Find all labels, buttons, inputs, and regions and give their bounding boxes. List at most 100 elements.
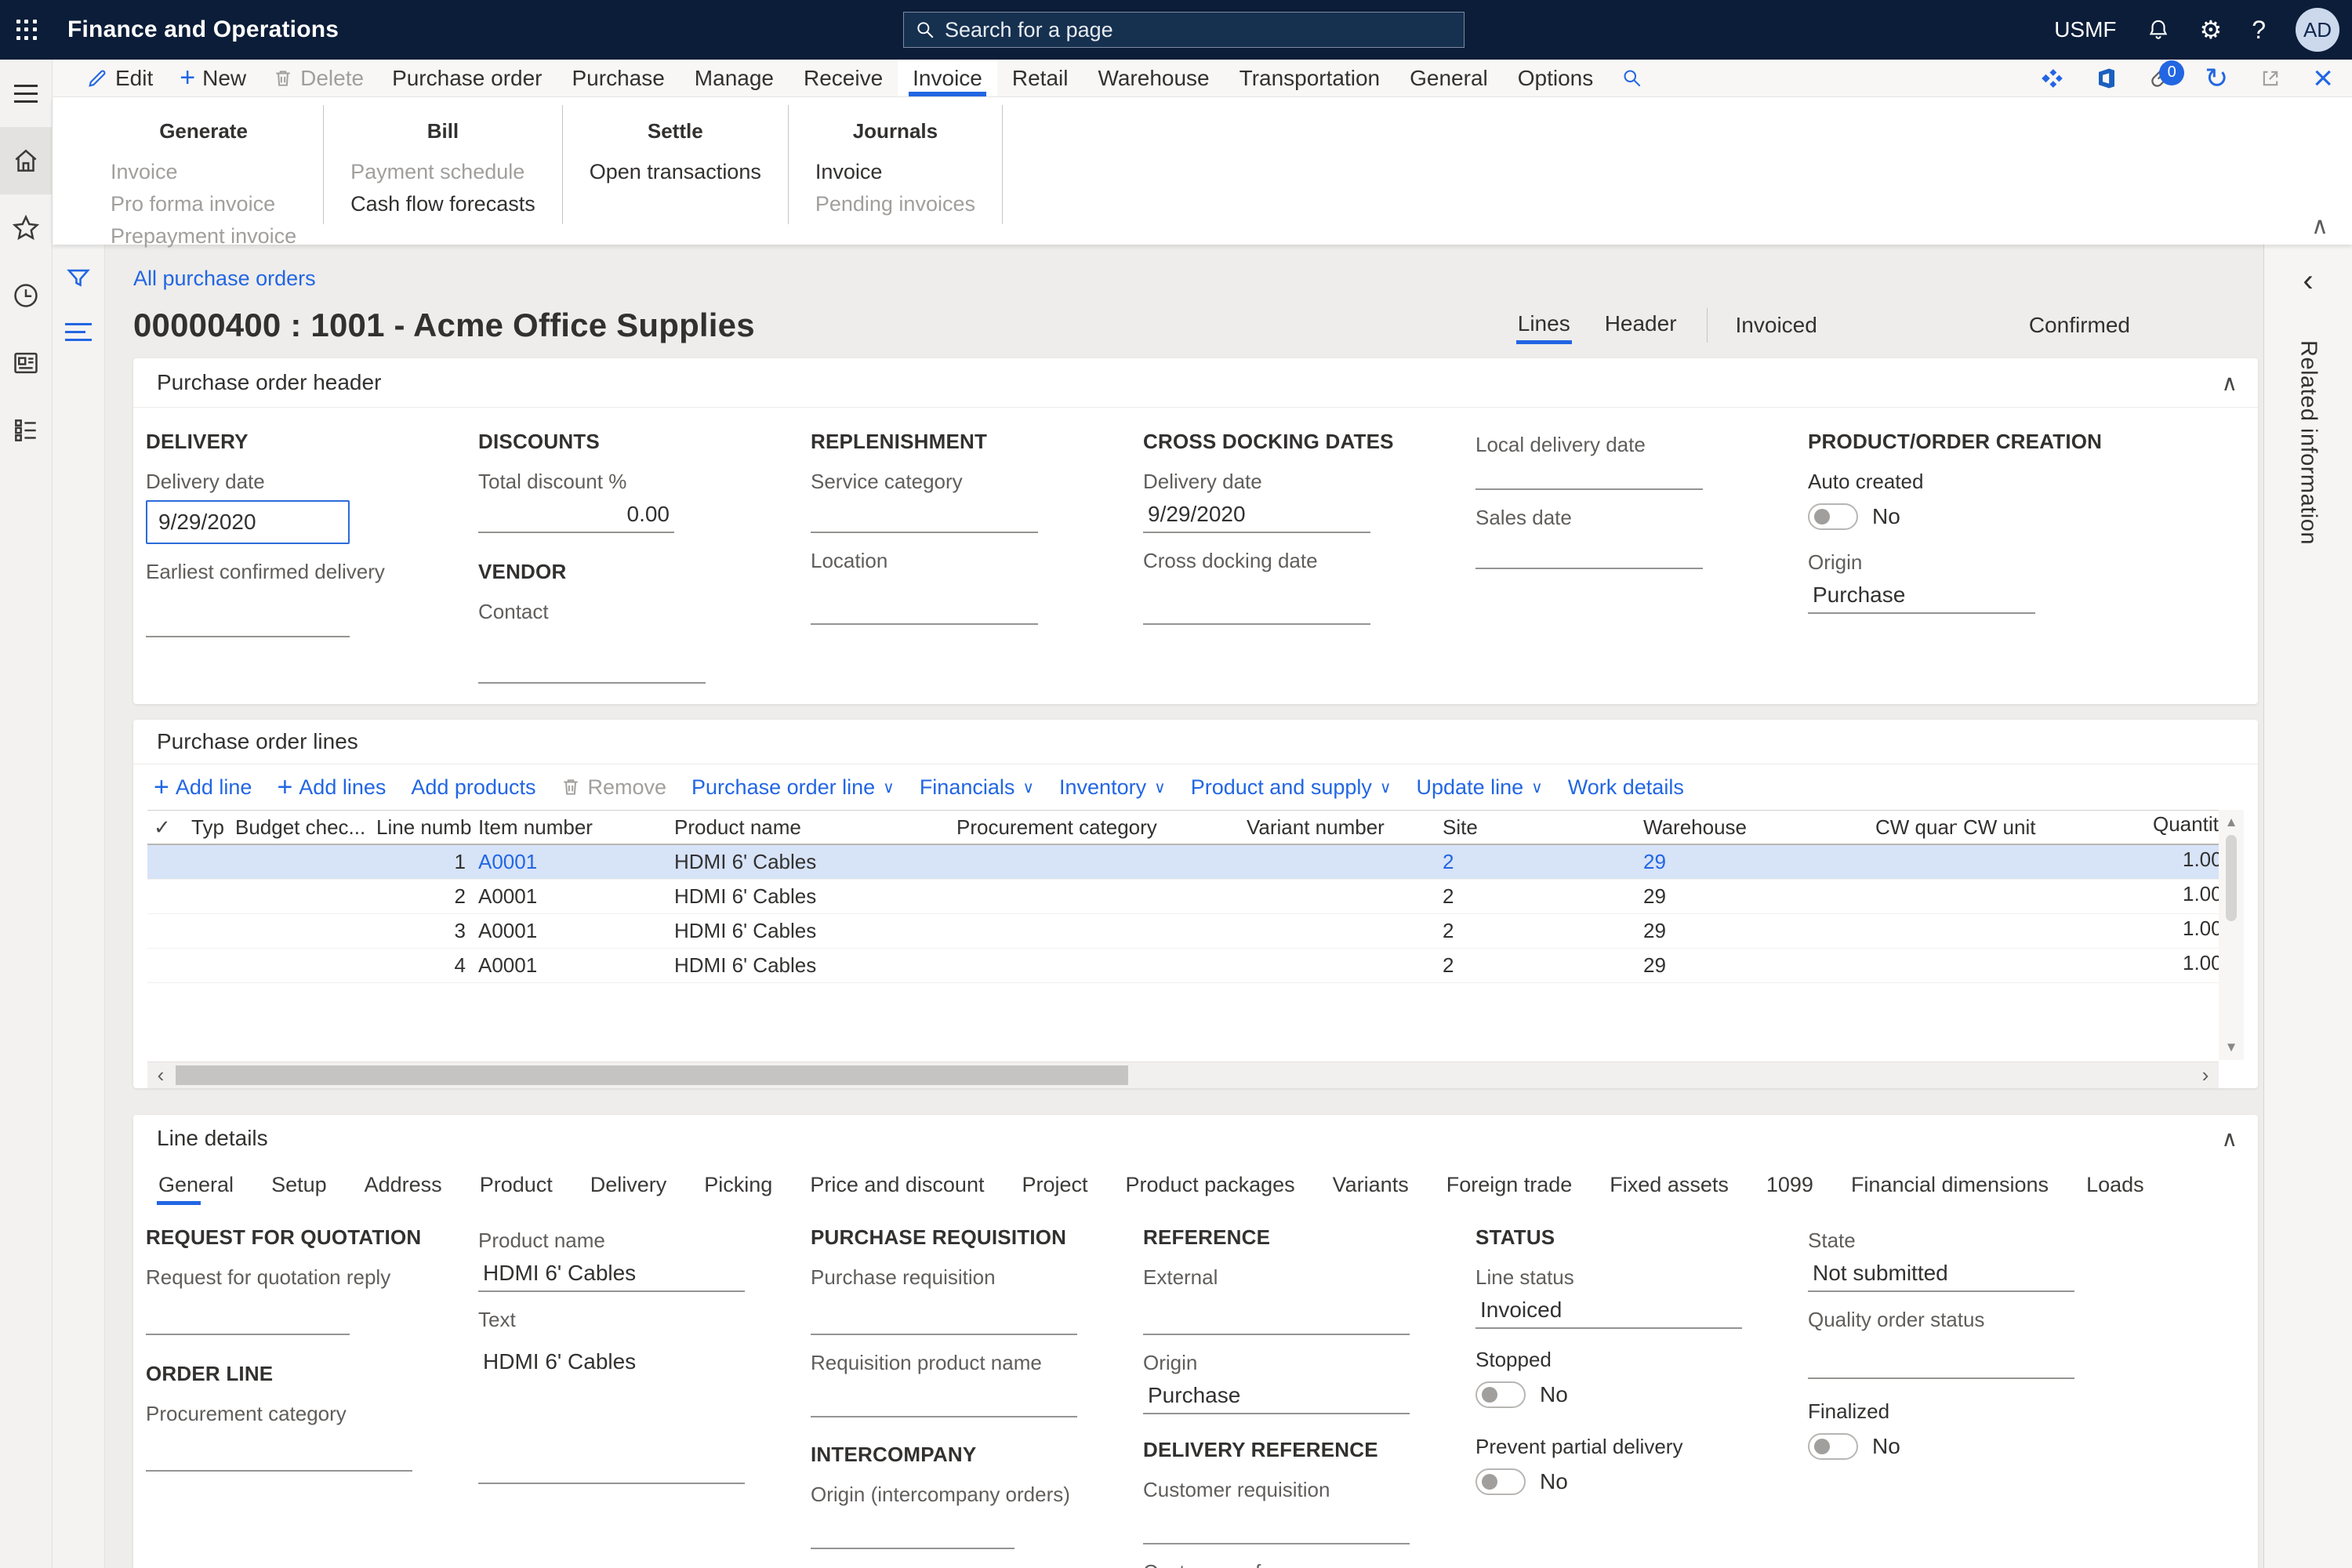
tab-variants[interactable]: Variants — [1332, 1173, 1409, 1196]
open-in-new-window-icon[interactable] — [2259, 67, 2281, 89]
procurement-category-field[interactable] — [146, 1439, 412, 1472]
grid-row-selected[interactable]: 1 A0001 HDMI 6' Cables 2 29 1.00 — [147, 845, 2219, 880]
nav-favorites-button[interactable] — [0, 194, 53, 262]
tab-loads[interactable]: Loads — [2086, 1173, 2144, 1196]
local-delivery-date-field[interactable] — [1475, 457, 1703, 490]
tab-address[interactable]: Address — [364, 1173, 442, 1196]
external-field[interactable] — [1143, 1302, 1410, 1335]
origin-field[interactable]: Purchase — [1808, 575, 2035, 614]
add-products-button[interactable]: Add products — [411, 775, 536, 799]
prepayment-invoice-button[interactable]: Prepayment invoice — [111, 224, 297, 248]
tab-financial-dimensions[interactable]: Financial dimensions — [1850, 1173, 2049, 1196]
nav-modules-button[interactable] — [0, 397, 53, 464]
column-header[interactable]: Site — [1443, 815, 1478, 839]
tab-1099[interactable]: 1099 — [1766, 1173, 1813, 1196]
page-search-input[interactable] — [945, 17, 1453, 42]
filter-pane-button[interactable] — [65, 265, 92, 292]
purchase-requisition-field[interactable] — [811, 1302, 1077, 1335]
expand-related-panel-chevron[interactable]: ‹ — [2303, 263, 2314, 298]
new-button[interactable]: + New — [180, 63, 247, 93]
pro-forma-invoice-button[interactable]: Pro forma invoice — [111, 192, 276, 216]
tab-project[interactable]: Project — [1022, 1173, 1088, 1196]
customer-requisition-field[interactable] — [1143, 1513, 1410, 1544]
tab-product-packages[interactable]: Product packages — [1125, 1173, 1295, 1196]
journal-invoice-button[interactable]: Invoice — [815, 160, 883, 183]
pending-invoices-button[interactable]: Pending invoices — [815, 192, 975, 216]
product-and-supply-menu[interactable]: Product and supply ∨ — [1190, 775, 1392, 799]
view-options-icon[interactable] — [2040, 67, 2063, 90]
tab-product[interactable]: Product — [479, 1173, 553, 1196]
grid-row[interactable]: 4 A0001 HDMI 6' Cables 2 29 1.00 — [147, 949, 2219, 983]
tab-general[interactable]: General — [157, 1167, 235, 1208]
column-header[interactable]: CW unit — [1963, 815, 2036, 839]
delivery-date-input[interactable]: 9/29/2020 — [146, 500, 350, 544]
delete-button[interactable]: Delete — [260, 60, 377, 96]
refresh-icon[interactable]: ↻ — [2205, 61, 2229, 94]
tab-manage[interactable]: Manage — [694, 65, 774, 90]
settings-gear-icon[interactable]: ⚙ — [2199, 16, 2223, 44]
column-header[interactable]: Product name — [674, 815, 801, 839]
tab-purchase-order[interactable]: Purchase order — [392, 65, 543, 90]
generate-invoice-button[interactable]: Invoice — [111, 160, 178, 183]
requisition-product-name-field[interactable] — [811, 1386, 1077, 1417]
rfq-reply-field[interactable] — [146, 1302, 350, 1335]
action-search-button[interactable] — [1608, 60, 1656, 96]
select-all-checkmark-icon[interactable]: ✓ — [154, 815, 171, 839]
earliest-confirmed-delivery-field[interactable] — [146, 598, 350, 637]
user-avatar[interactable]: AD — [2296, 8, 2339, 52]
cross-docking-date-field[interactable] — [1143, 586, 1370, 625]
page-search-box[interactable] — [903, 12, 1465, 48]
cash-flow-forecasts-button[interactable]: Cash flow forecasts — [350, 192, 535, 216]
scroll-right-icon[interactable]: › — [2201, 1063, 2209, 1087]
column-header[interactable]: Budget chec... — [235, 815, 366, 839]
product-name-field[interactable]: HDMI 6' Cables — [478, 1253, 745, 1292]
site-link[interactable]: 2 — [1443, 850, 1454, 873]
notifications-bell-icon[interactable] — [2147, 18, 2170, 42]
nav-home-button[interactable] — [0, 127, 53, 194]
collapse-section-chevron[interactable]: ∧ — [2221, 1126, 2238, 1151]
auto-created-toggle[interactable] — [1808, 503, 1858, 530]
company-picker[interactable]: USMF — [2054, 17, 2117, 42]
total-discount-field[interactable]: 0.00 — [478, 494, 674, 533]
tab-receive[interactable]: Receive — [803, 65, 884, 90]
service-category-field[interactable] — [811, 494, 1038, 533]
column-header[interactable]: CW quantity — [1875, 815, 1957, 839]
grid-row[interactable]: 2 A0001 HDMI 6' Cables 2 29 1.00 — [147, 880, 2219, 914]
inventory-menu[interactable]: Inventory ∨ — [1059, 775, 1166, 799]
vertical-scrollbar[interactable]: ▲ ▼ — [2219, 810, 2244, 1060]
work-details-button[interactable]: Work details — [1567, 775, 1684, 799]
tab-invoice[interactable]: Invoice — [898, 60, 997, 96]
edit-button[interactable]: Edit — [73, 60, 166, 96]
expand-navigation-button[interactable] — [0, 60, 53, 127]
help-icon[interactable]: ? — [2252, 16, 2266, 44]
add-line-button[interactable]: + Add line — [154, 771, 252, 802]
tab-lines[interactable]: Lines — [1515, 307, 1572, 344]
stopped-toggle[interactable] — [1475, 1381, 1526, 1408]
scroll-up-icon[interactable]: ▲ — [2224, 815, 2238, 829]
sales-date-field[interactable] — [1475, 536, 1703, 569]
add-lines-button[interactable]: + Add lines — [277, 771, 387, 802]
tab-header[interactable]: Header — [1604, 311, 1677, 336]
cross-dock-delivery-date-field[interactable]: 9/29/2020 — [1143, 494, 1370, 533]
column-header[interactable]: Line number — [376, 815, 472, 839]
tab-price-and-discount[interactable]: Price and discount — [810, 1173, 985, 1196]
tab-warehouse[interactable]: Warehouse — [1098, 65, 1210, 90]
remove-line-button[interactable]: Remove — [561, 775, 666, 800]
reference-origin-field[interactable]: Purchase — [1143, 1375, 1410, 1414]
warehouse-link[interactable]: 29 — [1643, 850, 1666, 873]
collapse-section-chevron[interactable]: ∧ — [2221, 370, 2238, 395]
purchase-order-line-menu[interactable]: Purchase order line ∨ — [691, 775, 895, 799]
finalized-toggle[interactable] — [1808, 1433, 1858, 1460]
scrollbar-thumb[interactable] — [2226, 835, 2237, 921]
open-transactions-button[interactable]: Open transactions — [589, 160, 761, 183]
tab-setup[interactable]: Setup — [271, 1173, 327, 1196]
tab-options[interactable]: Options — [1517, 65, 1594, 90]
tab-purchase[interactable]: Purchase — [572, 65, 665, 90]
column-header[interactable]: Procurement category — [956, 815, 1157, 839]
column-header[interactable]: Warehouse — [1643, 815, 1747, 839]
column-header[interactable]: Quantity — [2153, 812, 2219, 836]
grid-row[interactable]: 3 A0001 HDMI 6' Cables 2 29 1.00 — [147, 914, 2219, 949]
attachments-button[interactable]: 0 — [2150, 60, 2185, 90]
nav-recent-button[interactable] — [0, 262, 53, 329]
contact-field[interactable] — [478, 644, 706, 684]
